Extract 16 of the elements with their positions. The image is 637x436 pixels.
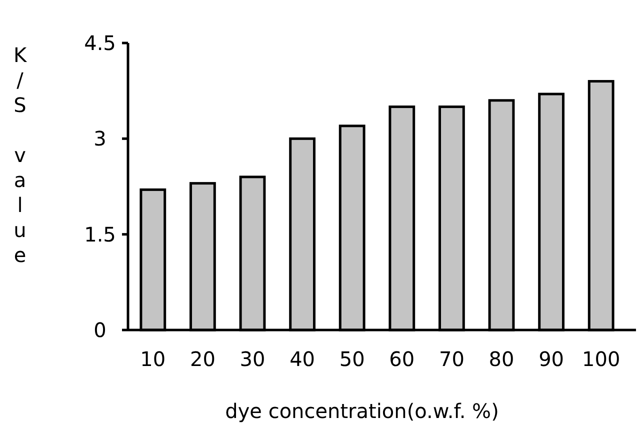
text: K/S value xyxy=(13,43,27,267)
x-tick-label: 30 xyxy=(240,347,266,371)
x-tick-label: 80 xyxy=(488,347,514,371)
x-tick-label: 10 xyxy=(140,347,166,371)
x-tick-label: 60 xyxy=(389,347,415,371)
x-tick-label: 40 xyxy=(290,347,316,371)
y-tick-label: 3 xyxy=(94,126,106,151)
x-tick-label: 50 xyxy=(339,347,365,371)
x-axis-title: dye concentration(o.w.f. %) xyxy=(225,399,499,423)
x-tick-label: 20 xyxy=(190,347,216,371)
y-tick-label: 4.5 xyxy=(84,31,116,55)
x-tick-label: 70 xyxy=(438,347,464,371)
x-tick-label: 90 xyxy=(538,347,564,371)
y-tick-label: 0 xyxy=(94,318,106,342)
x-tick-label: 100 xyxy=(582,347,620,371)
y-tick-label: 1.5 xyxy=(84,222,116,246)
